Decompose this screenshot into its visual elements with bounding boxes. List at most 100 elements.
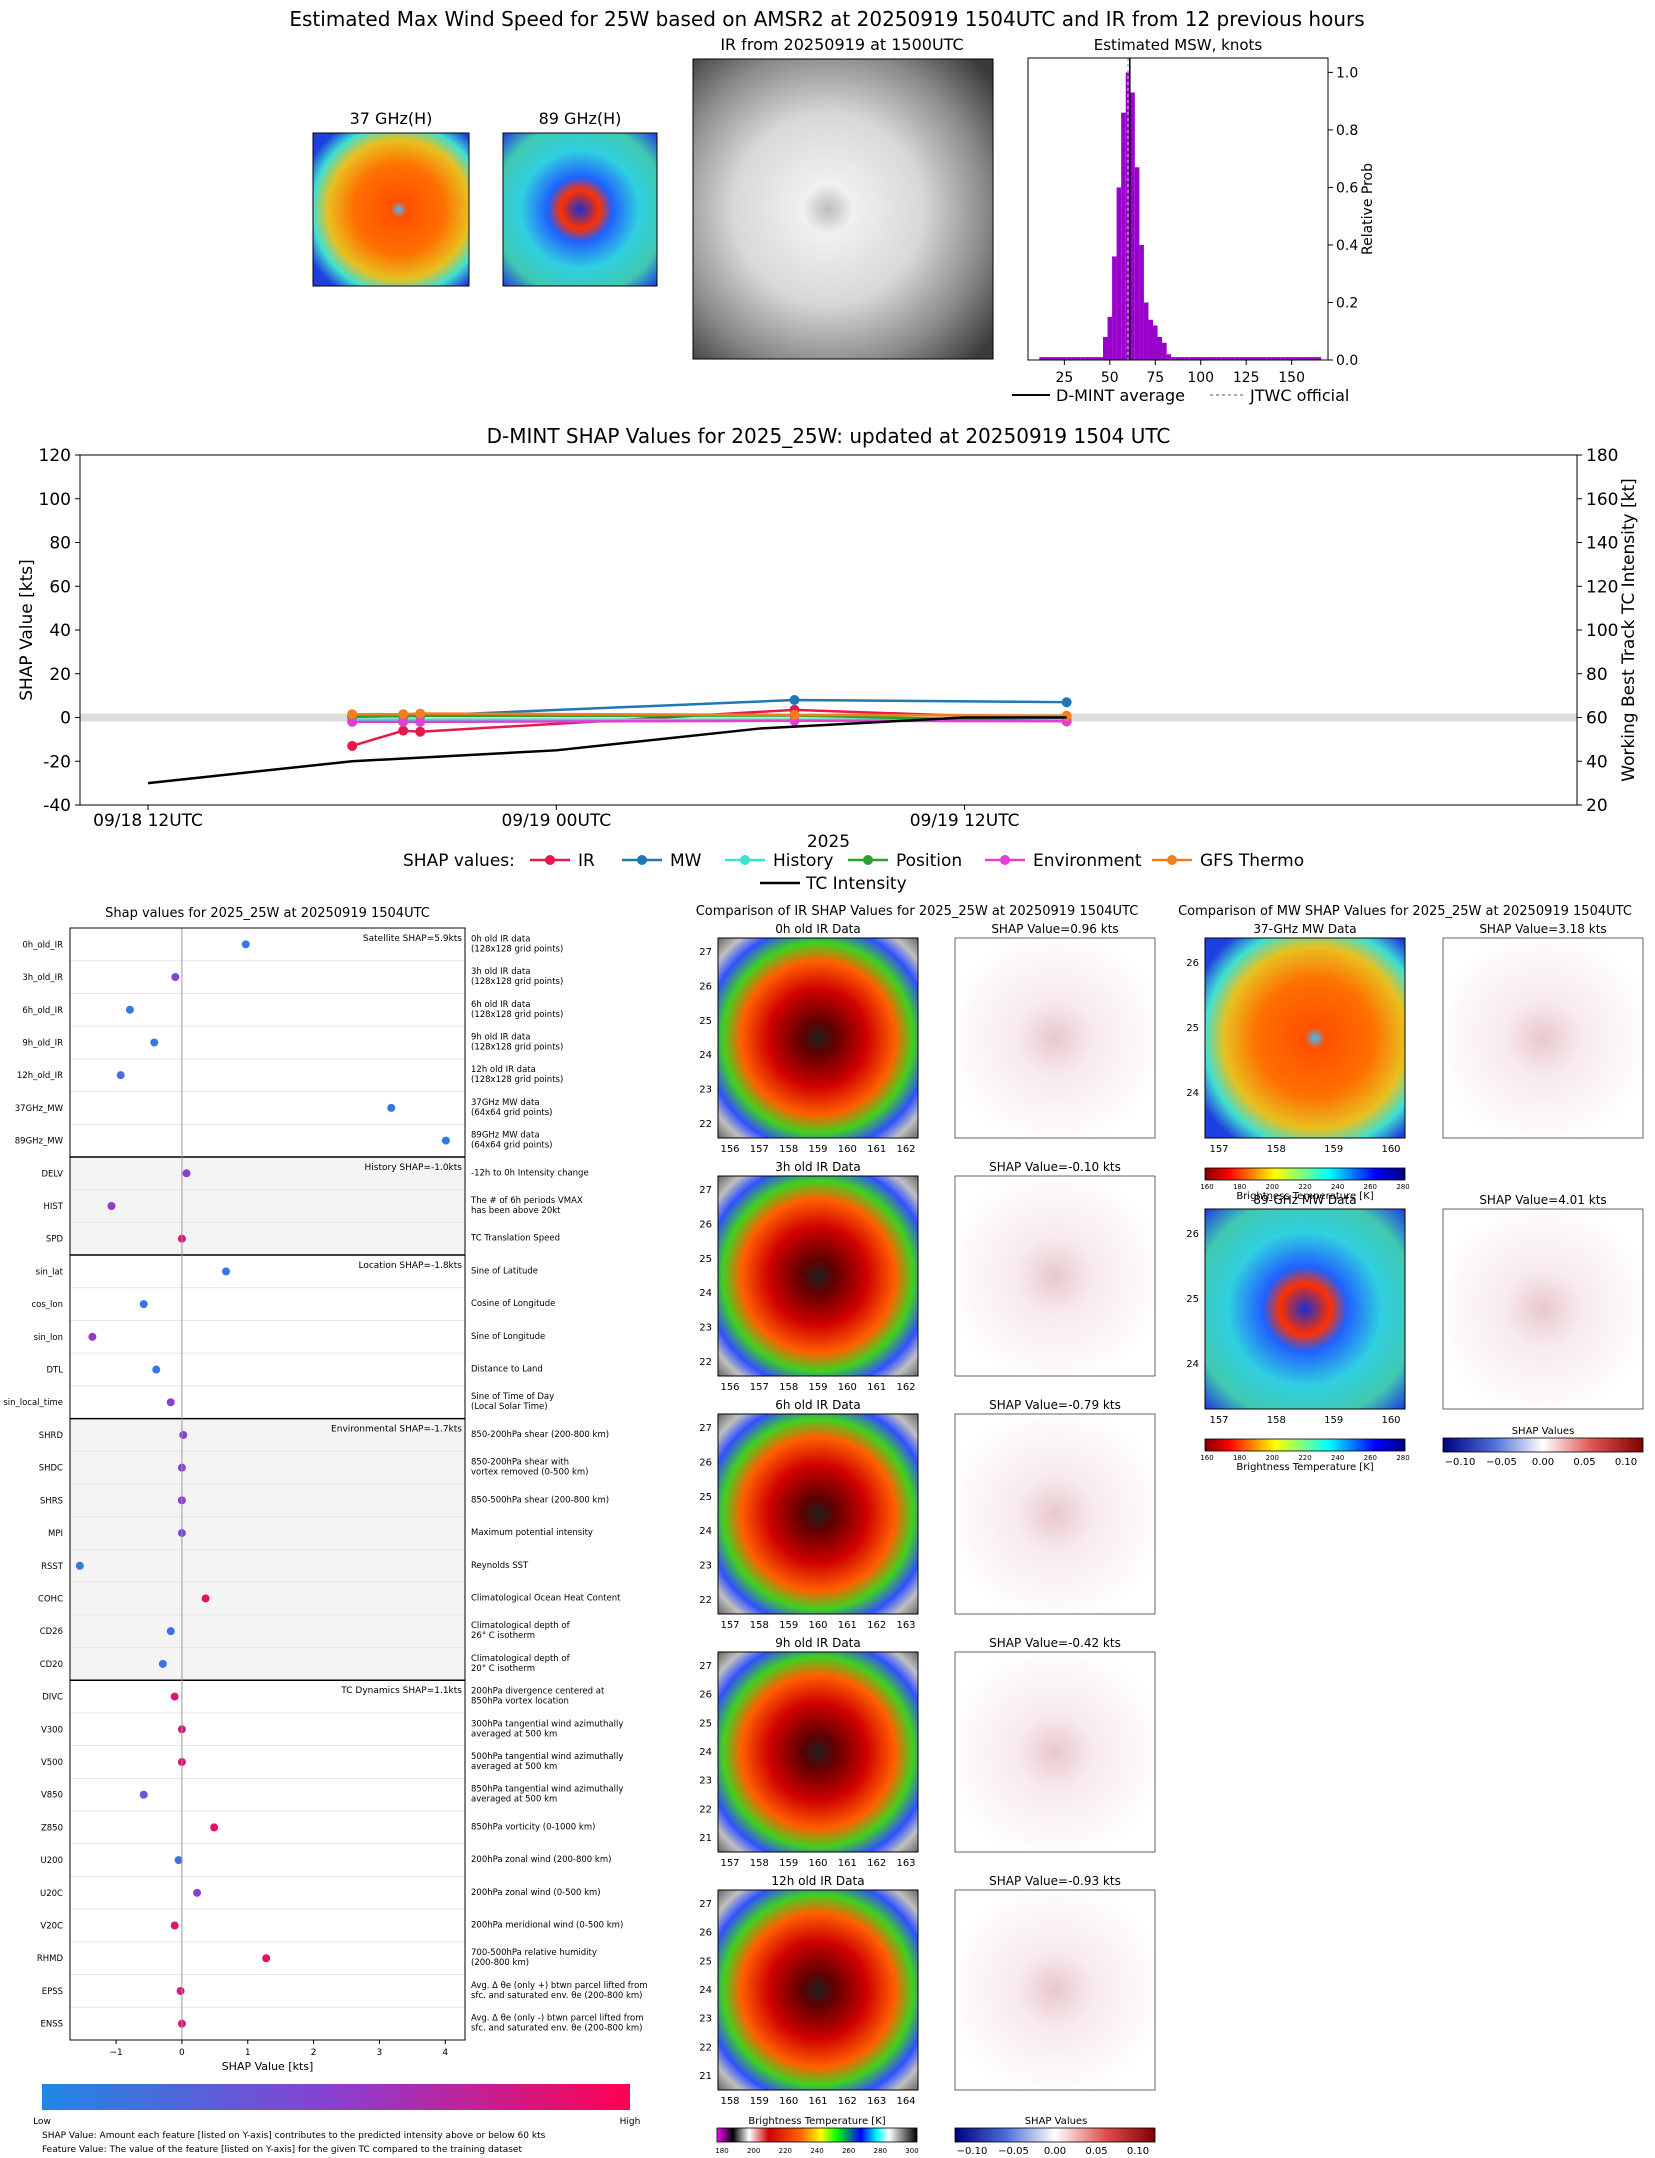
img37-title: 37 GHz(H) xyxy=(350,109,433,128)
ir-panel-ytick: 22 xyxy=(699,1804,712,1815)
histogram-bar xyxy=(1248,357,1253,360)
series-point-gfs xyxy=(415,708,426,719)
feature-name: SPD xyxy=(46,1235,64,1245)
feature-shap-dot xyxy=(222,1267,231,1276)
ir-panel-xtick: 160 xyxy=(808,1620,827,1631)
feature-description: (128x128 grid points) xyxy=(471,1042,563,1052)
feature-name: Z850 xyxy=(41,1823,63,1833)
feature-shap-dot xyxy=(125,1005,134,1014)
histogram-bar xyxy=(1089,357,1094,360)
ir-panel-xtick: 159 xyxy=(808,1144,827,1155)
histogram-bar xyxy=(1293,357,1299,360)
mw-bt-colorbar-label: Brightness Temperature [K] xyxy=(1236,1462,1373,1473)
feature-description: 37GHz MW data xyxy=(471,1098,540,1108)
feature-description: -12h to 0h Intensity change xyxy=(471,1168,589,1178)
ir-bt-tick: 260 xyxy=(842,2147,855,2155)
feature-description: (128x128 grid points) xyxy=(471,1010,563,1020)
histogram-ytick-label: 0.2 xyxy=(1336,295,1358,311)
feature-description: Reynolds SST xyxy=(471,1561,529,1571)
legend-label-history: History xyxy=(773,851,833,871)
ir-shap-panel-image xyxy=(954,1175,1156,1377)
mw-bt-tick: 220 xyxy=(1298,1454,1311,1462)
feature-name: U200 xyxy=(41,1856,63,1866)
mw-panel-xtick: 160 xyxy=(1381,1144,1400,1155)
histogram-bar xyxy=(1139,244,1144,360)
legend-marker-gfs xyxy=(1167,855,1177,865)
histogram-bar xyxy=(1166,354,1172,360)
histogram-bar xyxy=(1062,357,1067,360)
feature-description: 500hPa tangential wind azimuthally xyxy=(471,1752,623,1762)
feature-name: sin_lon xyxy=(34,1333,63,1343)
feature-name: RHMD xyxy=(37,1954,64,1964)
histogram-bar xyxy=(1289,357,1294,360)
histogram-bar xyxy=(1221,357,1226,360)
mw-bt-tick: 220 xyxy=(1298,1183,1311,1191)
footnote-feature-value: Feature Value: The value of the feature … xyxy=(42,2145,522,2155)
series-point-gfs xyxy=(789,709,800,720)
ir-panel-ytick: 26 xyxy=(699,981,712,992)
mw-panel-ytick: 26 xyxy=(1186,958,1199,969)
ir-panel-ytick: 24 xyxy=(699,1526,712,1537)
mw-bt-tick: 240 xyxy=(1331,1183,1344,1191)
histogram-bar xyxy=(1275,357,1281,360)
histogram-bar xyxy=(1084,357,1090,360)
feature-description: Avg. Δ θe (only -) btwn parcel lifted fr… xyxy=(471,2014,644,2024)
timeseries-title: D-MINT SHAP Values for 2025_25W: updated… xyxy=(487,424,1171,448)
ir-panel-xtick: 158 xyxy=(720,2096,739,2107)
ir-panel-xtick: 156 xyxy=(720,1382,739,1393)
ir-panel-ytick: 24 xyxy=(699,1050,712,1061)
ir-shap-tick: 0.10 xyxy=(1127,2146,1149,2157)
mw-bt-tick: 160 xyxy=(1200,1454,1213,1462)
features-xlabel: SHAP Value [kts] xyxy=(222,2060,314,2073)
ir-image-title: IR from 20250919 at 1500UTC xyxy=(720,35,963,54)
feature-shap-dot xyxy=(176,1986,185,1995)
mw-shap-colorbar xyxy=(1442,1437,1644,1453)
feature-shap-dot xyxy=(139,1790,148,1799)
histogram-bar xyxy=(1039,357,1044,360)
legend-marker-mw xyxy=(637,855,647,865)
mw-shap-panel-title: SHAP Value=3.18 kts xyxy=(1479,922,1606,936)
ir-shap-panel-image xyxy=(954,1651,1156,1853)
feature-description: 9h old IR data xyxy=(471,1032,530,1042)
msw-histogram-chart: Estimated MSW, knots 25 50 75 100 125 150 0.0 0.… xyxy=(1012,36,1376,405)
mw-shap-tick: 0.05 xyxy=(1573,1457,1595,1468)
feature-description: Climatological depth of xyxy=(471,1621,571,1631)
ir-panel-title: 9h old IR Data xyxy=(775,1636,861,1650)
legend-dmint-label: D-MINT average xyxy=(1056,386,1185,405)
features-xtick-label: 1 xyxy=(245,2048,251,2058)
legend-label-gfs: GFS Thermo xyxy=(1200,851,1304,871)
mw-panel-xtick: 159 xyxy=(1324,1415,1343,1426)
ir-panel-title: 6h old IR Data xyxy=(775,1398,861,1412)
mw-shap-tick: −0.10 xyxy=(1445,1457,1476,1468)
ir-bt-tick: 300 xyxy=(905,2147,918,2155)
histogram-title: Estimated MSW, knots xyxy=(1094,36,1263,54)
histogram-ytick-label: 0.6 xyxy=(1336,180,1358,196)
feature-shap-dot xyxy=(201,1594,210,1603)
histogram-bar xyxy=(1157,336,1163,360)
series-point-ir xyxy=(398,725,409,736)
histogram-xtick-label: 125 xyxy=(1233,370,1260,386)
ir-shap-colorbar-label: SHAP Values xyxy=(1025,2116,1088,2127)
histogram-bar xyxy=(1116,187,1122,360)
section-label: TC Dynamics SHAP=1.1kts xyxy=(340,1686,462,1696)
ir-panel-ytick: 26 xyxy=(699,1690,712,1701)
series-point-ir xyxy=(347,740,358,751)
histogram-bar xyxy=(1203,357,1208,360)
features-xtick-label: −1 xyxy=(109,2048,122,2058)
histogram-bar xyxy=(1198,357,1203,360)
histogram-bar xyxy=(1230,357,1235,360)
ir-panel-xtick: 162 xyxy=(896,1144,915,1155)
mw-shap-colorbar-label: SHAP Values xyxy=(1512,1426,1575,1437)
ir-panel-ytick: 23 xyxy=(699,1085,712,1096)
histogram-bar xyxy=(1266,357,1272,360)
mw-shap-panel-image xyxy=(1442,937,1644,1139)
feature-description: 200hPa zonal wind (0-500 km) xyxy=(471,1888,601,1898)
mw-shap-panel-title: SHAP Value=4.01 kts xyxy=(1479,1193,1606,1207)
ir-panel-xtick: 158 xyxy=(779,1144,798,1155)
section-label: Satellite SHAP=5.9kts xyxy=(363,934,462,944)
mw-shap-tick: −0.05 xyxy=(1486,1457,1517,1468)
feature-description: averaged at 500 km xyxy=(471,1762,557,1772)
ir-panel-ytick: 23 xyxy=(699,1561,712,1572)
mw-bt-colorbar xyxy=(1204,1438,1406,1452)
ir-panel-xtick: 157 xyxy=(750,1144,769,1155)
